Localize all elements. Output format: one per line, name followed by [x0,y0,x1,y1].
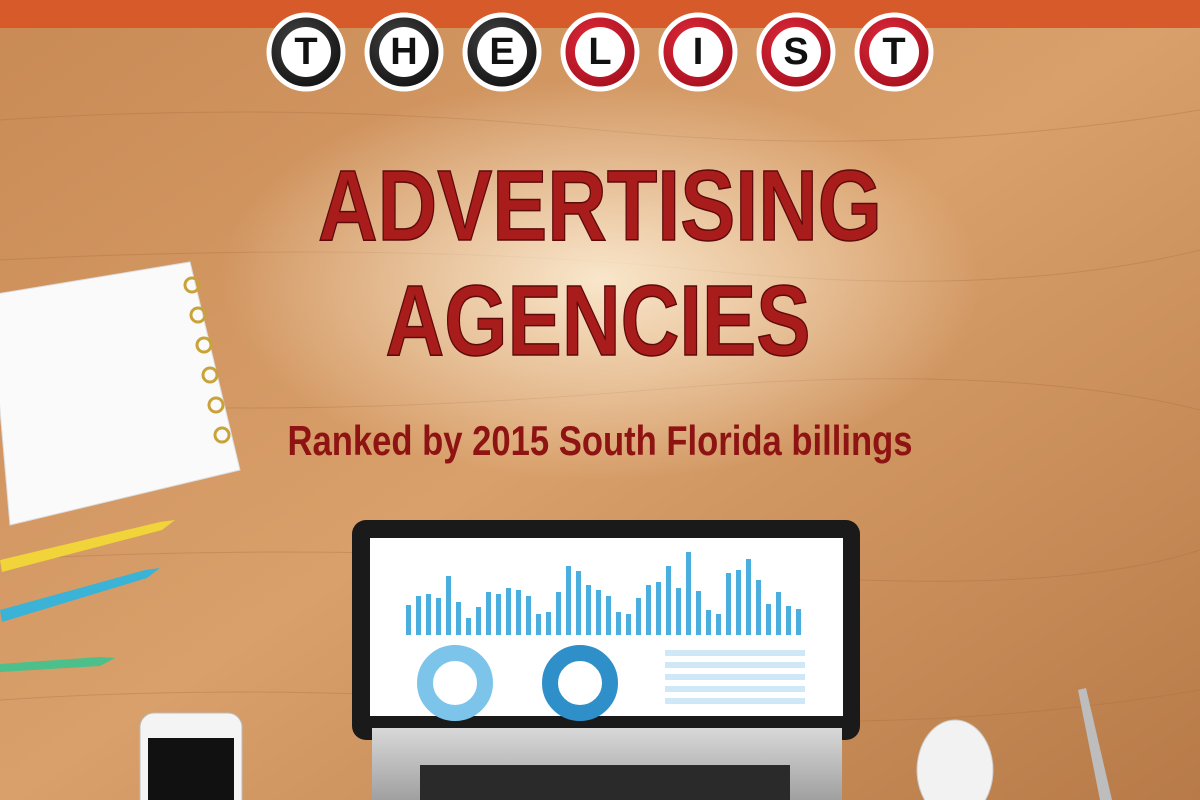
badge-inner [869,27,919,77]
pencils [0,520,175,672]
subtitle: Ranked by 2015 South Florida billings [288,417,913,464]
phone [139,712,243,800]
badge-inner [477,27,527,77]
glow [220,80,980,480]
title-line: AGENCIES [386,265,811,377]
badge-letter: H [390,31,417,73]
badge-letter: L [588,31,611,73]
pen [1078,688,1112,800]
badge-inner [575,27,625,77]
badge-letter: E [489,31,514,73]
badge-inner [281,27,331,77]
badge-inner [673,27,723,77]
mouse [916,719,994,800]
notepad [0,261,241,526]
badge-letter: T [294,31,317,73]
badge-inner [771,27,821,77]
badge: T H E L I S T [266,12,934,92]
title-line: ADVERTISING [318,150,882,262]
laptop [352,520,860,800]
badge-letter: T [882,31,905,73]
badge-letter: I [693,31,704,73]
badge-inner [379,27,429,77]
badge-letter: S [783,31,808,73]
